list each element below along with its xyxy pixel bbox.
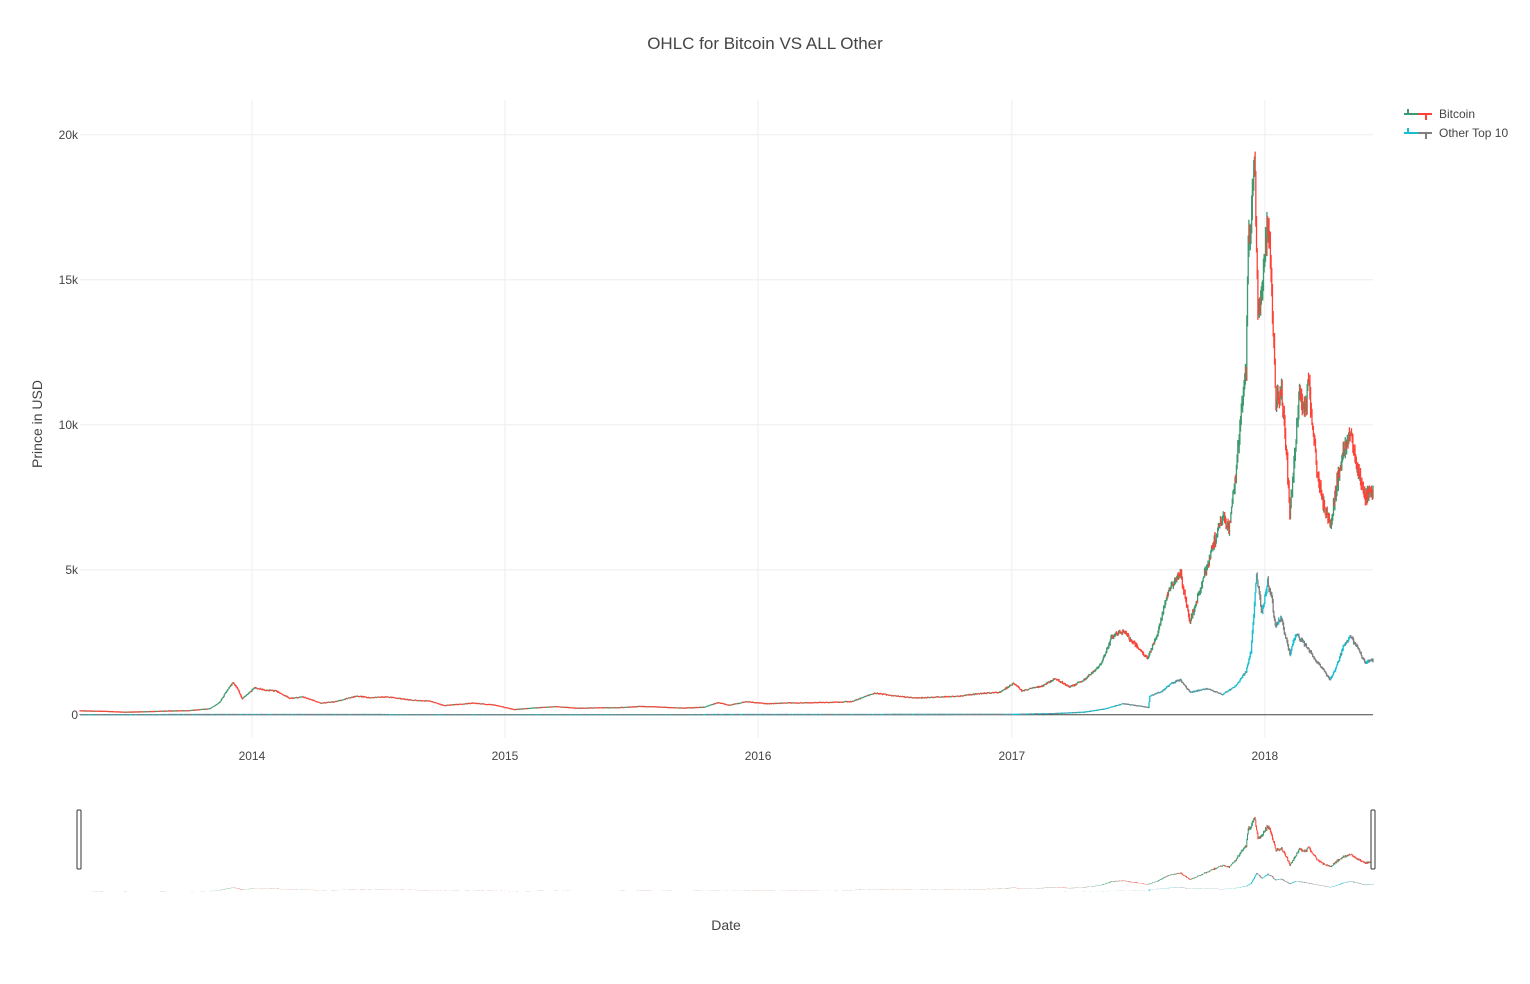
legend-swatch-decreasing	[1418, 113, 1432, 120]
ohlc-increasing-marks	[80, 573, 1373, 716]
legend-swatch-increasing	[1404, 109, 1418, 115]
chart-title: OHLC for Bitcoin VS ALL Other	[647, 34, 883, 53]
legend-swatch-decreasing	[1418, 132, 1432, 139]
legend-swatch-increasing	[1404, 128, 1418, 134]
legend-item-bitcoin[interactable]: Bitcoin	[1404, 107, 1475, 121]
range-slider-left-handle[interactable]	[76, 809, 82, 870]
x-tick-label: 2017	[998, 749, 1025, 763]
series-bitcoin	[79, 151, 1374, 713]
x-tick-label: 2018	[1251, 749, 1278, 763]
y-axis-ticks: 0 5k 10k 15k 20k	[59, 128, 79, 722]
range-slider[interactable]	[76, 809, 1376, 892]
range-slider-right-handle[interactable]	[1370, 809, 1376, 870]
ohlc-decreasing-marks	[79, 151, 1373, 713]
x-axis-ticks: 2014 2015 2016 2017 2018	[239, 749, 1279, 763]
y-axis-title: Prince in USD	[29, 380, 45, 468]
y-tick-label: 20k	[59, 128, 79, 142]
y-tick-label: 10k	[59, 418, 79, 432]
slider-series-bitcoin	[79, 816, 1374, 892]
y-tick-label: 15k	[59, 273, 79, 287]
y-tick-label: 0	[71, 708, 78, 722]
ohlc-decreasing-marks	[79, 572, 1374, 716]
series-other-top-10	[79, 572, 1374, 716]
x-tick-label: 2016	[745, 749, 772, 763]
slider-increasing-marks	[80, 817, 1374, 892]
range-slider-plot	[79, 816, 1374, 892]
grid-lines	[80, 100, 1373, 738]
y-tick-label: 5k	[65, 563, 79, 577]
x-tick-label: 2015	[492, 749, 519, 763]
legend: Bitcoin Other Top 10	[1404, 107, 1508, 140]
x-axis-title: Date	[711, 917, 741, 933]
main-plot-area[interactable]	[79, 151, 1374, 716]
ohlc-increasing-marks	[80, 156, 1374, 713]
x-tick-label: 2014	[239, 749, 266, 763]
legend-item-other-top-10[interactable]: Other Top 10	[1404, 126, 1508, 140]
legend-label: Other Top 10	[1439, 126, 1508, 140]
slider-decreasing-marks	[79, 816, 1373, 892]
slider-series-other-top-10	[113, 872, 1374, 892]
slider-decreasing-marks	[116, 872, 1374, 892]
legend-label: Bitcoin	[1439, 107, 1475, 121]
slider-increasing-marks	[113, 873, 1373, 892]
